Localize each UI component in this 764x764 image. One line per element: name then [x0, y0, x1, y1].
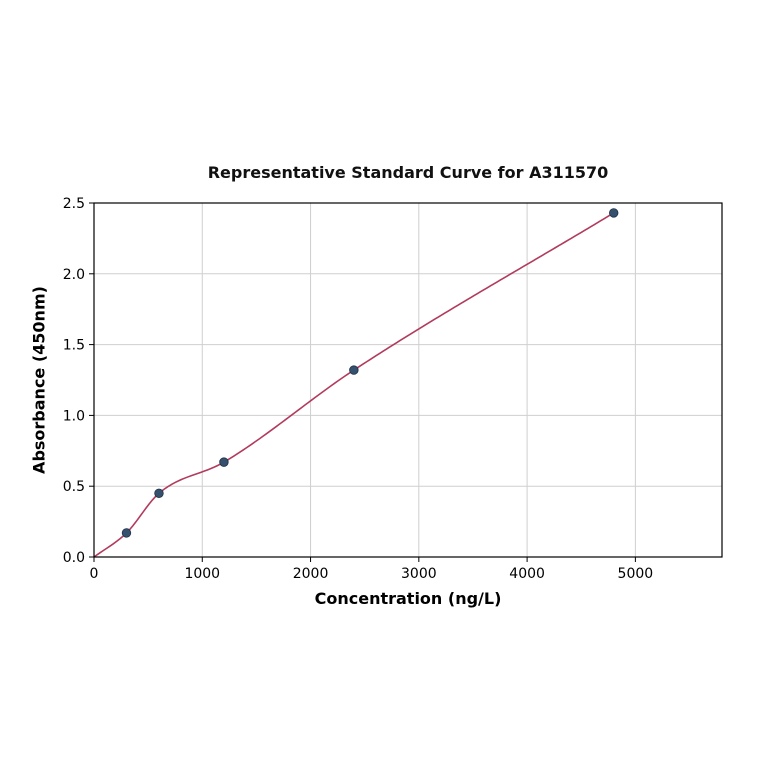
y-tick-label: 0.5 [63, 479, 85, 495]
data-point [121, 528, 132, 538]
y-tick-label: 2.5 [63, 196, 85, 212]
x-tick-label: 1000 [184, 566, 220, 582]
x-tick-label: 3000 [401, 566, 437, 582]
x-tick-label: 0 [90, 566, 99, 582]
x-tick-label: 2000 [293, 566, 329, 582]
data-point [609, 208, 619, 218]
fit-curve [93, 212, 615, 558]
x-tick-label: 4000 [509, 566, 545, 582]
data-point [219, 457, 229, 467]
y-tick-label: 1.0 [63, 408, 85, 424]
data-point [349, 365, 359, 375]
plot-border [93, 202, 723, 558]
x-axis-label: Concentration (ng/L) [314, 589, 502, 608]
y-tick-label: 0.0 [63, 550, 85, 566]
x-tick-label: 5000 [618, 566, 654, 582]
data-point [154, 488, 164, 498]
chart-title: Representative Standard Curve for A31157… [207, 163, 609, 182]
y-tick-label: 2.0 [63, 267, 85, 283]
y-tick-label: 1.5 [63, 338, 85, 354]
